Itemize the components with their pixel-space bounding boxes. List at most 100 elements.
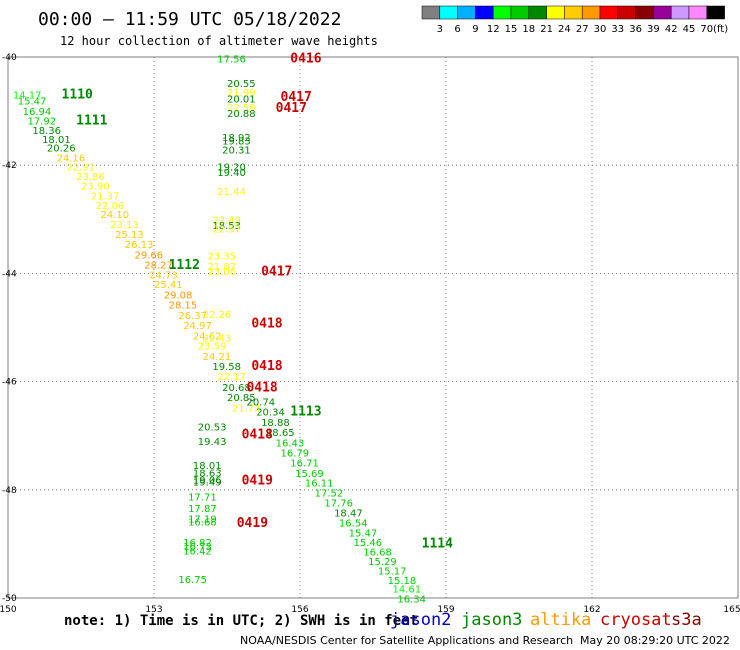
y-tick-label: -50 <box>2 594 17 604</box>
footer-note: note: 1) Time is in UTC; 2) SWH is in fe… <box>64 613 418 629</box>
swh-value-label: 15.69 <box>295 469 324 480</box>
swh-value-label: 16.71 <box>290 459 319 470</box>
swh-value-label: 24.97 <box>183 321 212 332</box>
swh-value-label: 18.47 <box>334 508 363 519</box>
colorbar-swatch <box>599 5 619 20</box>
swh-value-label: 18.65 <box>266 428 295 439</box>
pass-number-label: 0419 <box>237 516 268 531</box>
colorbar-swatch <box>492 5 512 20</box>
pass-number-label: 0418 <box>251 317 282 332</box>
swh-value-label: 16.43 <box>276 439 305 450</box>
chart-title: 00:00 – 11:59 UTC 05/18/2022 <box>38 9 341 30</box>
colorbar-label: 30 <box>594 24 607 35</box>
colorbar-unit: (ft) <box>713 24 728 35</box>
swh-value-label: 25.41 <box>154 280 183 291</box>
swh-value-label: 20.26 <box>47 144 76 155</box>
y-tick-label: -40 <box>2 53 17 63</box>
x-tick-label: 156 <box>291 605 308 615</box>
pass-number-label: 0417 <box>281 90 312 105</box>
satellite-legend-entry: cryosat <box>600 610 672 630</box>
colorbar-label: 21 <box>540 24 553 35</box>
colorbar-label: 39 <box>647 24 660 35</box>
x-tick-label: 150 <box>0 605 17 615</box>
swh-value-label: 28.27 <box>144 261 173 272</box>
swh-value-label: 23.59 <box>198 342 227 353</box>
swh-value-label: 16.68 <box>363 547 392 558</box>
swh-value-label: 17.71 <box>188 493 217 504</box>
swh-colorbar: 3 6 9 12 15 18 21 24 27 30 33 36 39 42 45 70 (ft) <box>421 5 728 35</box>
swh-value-label: 15.29 <box>368 557 397 568</box>
swh-value-label: 17.56 <box>217 54 246 65</box>
satellite-legend-entry: s3a <box>671 610 702 630</box>
swh-value-label: 20.31 <box>222 145 251 156</box>
swh-value-label: 14.61 <box>392 585 421 596</box>
swh-value-label: 22.17 <box>217 372 246 383</box>
swh-value-label: 22.26 <box>203 310 232 321</box>
swh-value-label: 25.13 <box>115 230 144 241</box>
colorbar-swatch <box>546 5 565 20</box>
footer-timestamp: May 20 08:29:20 UTC 2022 <box>580 634 730 647</box>
y-tick-label: -48 <box>2 486 17 496</box>
swh-value-label: 15.46 <box>354 538 383 549</box>
swh-value-label: 18.53 <box>212 221 241 232</box>
colorbar-label: 36 <box>629 24 642 35</box>
swh-value-label: 14.17 <box>13 91 42 102</box>
swh-value-label: 16.73 <box>183 542 212 553</box>
satellite-legend-entry: altika <box>530 610 591 630</box>
colorbar-label: 70 <box>700 24 713 35</box>
x-tick-label: 153 <box>145 605 162 615</box>
colorbar-swatch <box>510 5 530 20</box>
pass-number-label: 1114 <box>422 537 453 552</box>
swh-value-label: 20.88 <box>227 109 256 120</box>
x-tick-label: 159 <box>437 605 454 615</box>
swh-value-label: 17.52 <box>315 488 344 499</box>
swh-value-label: 18.01 <box>193 461 222 472</box>
x-tick-label: 162 <box>583 605 600 615</box>
swh-value-label: 19.40 <box>217 168 246 179</box>
swh-value-label: 19.06 <box>193 475 222 486</box>
y-tick-label: -46 <box>2 378 17 388</box>
pass-number-label: 0417 <box>276 101 307 116</box>
x-tick-label: 165 <box>723 605 740 615</box>
y-tick-label: -44 <box>2 269 17 279</box>
footer-credit: NOAA/NESDIS Center for Satellite Applica… <box>240 634 573 647</box>
colorbar-label: 12 <box>487 24 500 35</box>
swh-value-label: 17.19 <box>188 514 217 525</box>
satellite-legend-entry: jason2 <box>390 610 451 630</box>
plot-area: 150 153 156 159 162 165 -40 -42 -44 -46 -48 -50 14.… <box>0 51 740 615</box>
swh-value-label: 15.18 <box>388 576 417 587</box>
swh-value-label: 20.53 <box>198 422 227 433</box>
colorbar-swatch <box>688 5 708 20</box>
swh-value-label: 19.58 <box>212 362 241 373</box>
colorbar-swatch <box>439 5 458 20</box>
swh-value-label: 22.06 <box>96 201 125 212</box>
swh-value-label: 29.08 <box>164 290 193 301</box>
swh-value-label: 18.63 <box>193 468 222 479</box>
swh-value-label: 16.42 <box>183 547 212 558</box>
pass-labels: 1110111111121113111404160417041704170418… <box>62 51 454 551</box>
colorbar-label: 18 <box>522 24 535 35</box>
satellite-legend-entry: jason3 <box>461 610 522 630</box>
chart-subtitle: 12 hour collection of altimeter wave hei… <box>60 34 378 48</box>
swh-value-label: 26.13 <box>125 240 154 251</box>
colorbar-swatch <box>528 5 547 20</box>
swh-value-label: 16.54 <box>339 519 368 530</box>
colorbar-label: 15 <box>505 24 518 35</box>
swh-value-label: 16.11 <box>305 479 334 490</box>
swh-value-label: 23.35 <box>208 251 237 262</box>
swh-value-label: 24.73 <box>149 270 178 281</box>
pass-number-label: 0419 <box>242 473 273 488</box>
swh-value-label: 19.43 <box>198 437 227 448</box>
pass-number-label: 1111 <box>76 114 107 129</box>
swh-value-label: 20.85 <box>227 393 256 404</box>
colorbar-swatch <box>653 5 672 20</box>
swh-value-label: 17.76 <box>324 499 353 510</box>
colorbar-swatch <box>670 5 690 20</box>
pass-number-label: 1112 <box>169 258 200 273</box>
swh-value-label: 16.68 <box>188 518 217 529</box>
colorbar-label: 6 <box>454 24 460 35</box>
colorbar-label: 27 <box>576 24 589 35</box>
plot-frame <box>7 56 739 599</box>
swh-value-label: 29.66 <box>135 250 164 261</box>
